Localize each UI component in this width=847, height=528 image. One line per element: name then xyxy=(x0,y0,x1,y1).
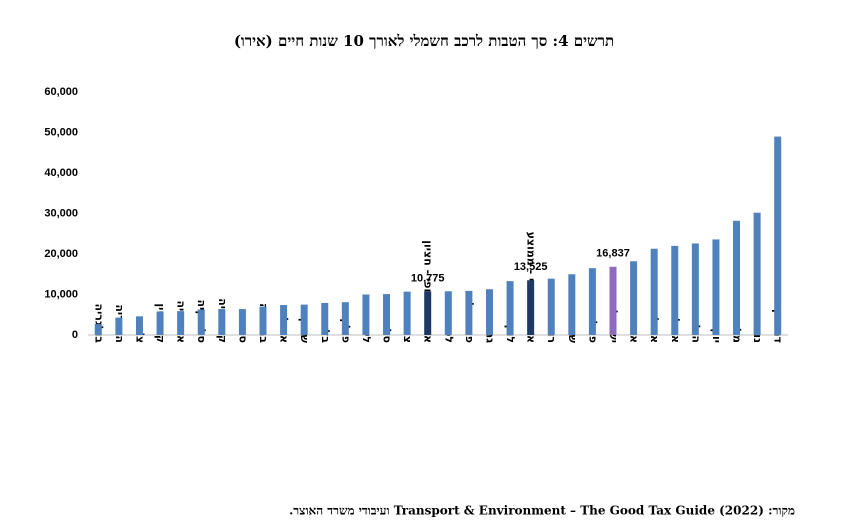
bar xyxy=(383,294,391,335)
source-note: מקור: Transport & Environment – The Good… xyxy=(289,504,795,518)
bar xyxy=(177,311,185,335)
bar xyxy=(444,291,452,335)
bar xyxy=(733,220,741,335)
y-tick-label: 50,000 xyxy=(44,126,78,138)
bar xyxy=(671,245,679,335)
bar xyxy=(753,212,761,335)
y-tick-label: 30,000 xyxy=(44,207,78,219)
bar xyxy=(547,278,555,335)
y-tick-label: 20,000 xyxy=(44,248,78,260)
bar xyxy=(280,305,288,335)
bar xyxy=(691,243,699,335)
bar xyxy=(238,309,246,335)
bar xyxy=(465,290,473,335)
bar xyxy=(588,268,596,335)
bar xyxy=(485,289,493,335)
bar xyxy=(135,316,143,335)
y-tick-label: 60,000 xyxy=(44,86,78,98)
data-label: 13,525 xyxy=(514,261,548,273)
y-tick-label: 10,000 xyxy=(44,288,78,300)
bar xyxy=(527,280,535,335)
bar xyxy=(774,136,782,335)
bar xyxy=(609,266,617,335)
bar xyxy=(506,281,514,335)
bar xyxy=(424,291,432,335)
bar xyxy=(341,302,349,335)
bar xyxy=(94,324,102,335)
bar xyxy=(321,303,329,335)
bar xyxy=(300,304,308,335)
bar xyxy=(156,311,164,335)
bar xyxy=(197,309,205,335)
bar xyxy=(362,294,370,335)
bar xyxy=(218,309,226,335)
bar xyxy=(115,317,123,335)
chart-title: תרשים 4: סך הטבות לרכב חשמלי לאורך 10 שנ… xyxy=(234,32,614,50)
bar xyxy=(712,239,720,335)
bar xyxy=(630,261,638,335)
y-tick-label: 40,000 xyxy=(44,167,78,179)
data-label: 16,837 xyxy=(596,248,630,260)
bar xyxy=(259,306,267,335)
data-label: 10,775 xyxy=(411,272,445,284)
bar xyxy=(568,274,576,335)
x-tick-label: בולגריה xyxy=(92,304,105,344)
bar xyxy=(650,248,658,335)
y-tick-label: 0 xyxy=(72,329,78,341)
bar xyxy=(403,291,411,335)
